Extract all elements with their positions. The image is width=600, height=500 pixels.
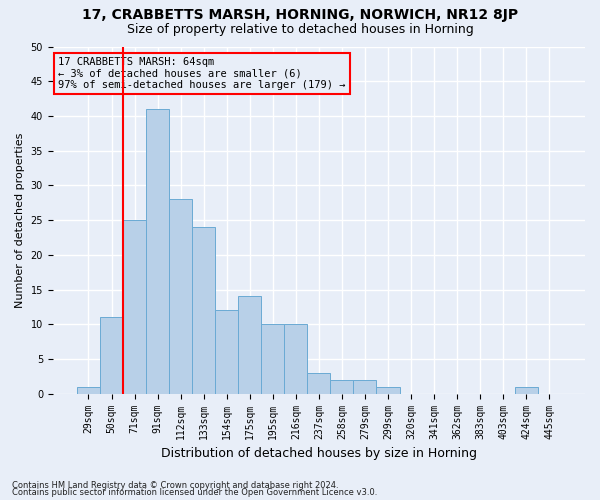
Bar <box>515 387 538 394</box>
Y-axis label: Number of detached properties: Number of detached properties <box>15 132 25 308</box>
Bar <box>192 227 215 394</box>
Bar <box>261 324 284 394</box>
Bar <box>331 380 353 394</box>
Bar <box>146 109 169 394</box>
Bar <box>100 318 123 394</box>
Text: Contains public sector information licensed under the Open Government Licence v3: Contains public sector information licen… <box>12 488 377 497</box>
Bar <box>353 380 376 394</box>
Bar <box>238 296 261 394</box>
Bar <box>215 310 238 394</box>
X-axis label: Distribution of detached houses by size in Horning: Distribution of detached houses by size … <box>161 447 477 460</box>
Bar <box>307 373 331 394</box>
Text: 17, CRABBETTS MARSH, HORNING, NORWICH, NR12 8JP: 17, CRABBETTS MARSH, HORNING, NORWICH, N… <box>82 8 518 22</box>
Text: 17 CRABBETTS MARSH: 64sqm
← 3% of detached houses are smaller (6)
97% of semi-de: 17 CRABBETTS MARSH: 64sqm ← 3% of detach… <box>58 57 346 90</box>
Bar <box>376 387 400 394</box>
Text: Contains HM Land Registry data © Crown copyright and database right 2024.: Contains HM Land Registry data © Crown c… <box>12 480 338 490</box>
Bar <box>123 220 146 394</box>
Bar <box>77 387 100 394</box>
Bar <box>284 324 307 394</box>
Text: Size of property relative to detached houses in Horning: Size of property relative to detached ho… <box>127 22 473 36</box>
Bar <box>169 200 192 394</box>
